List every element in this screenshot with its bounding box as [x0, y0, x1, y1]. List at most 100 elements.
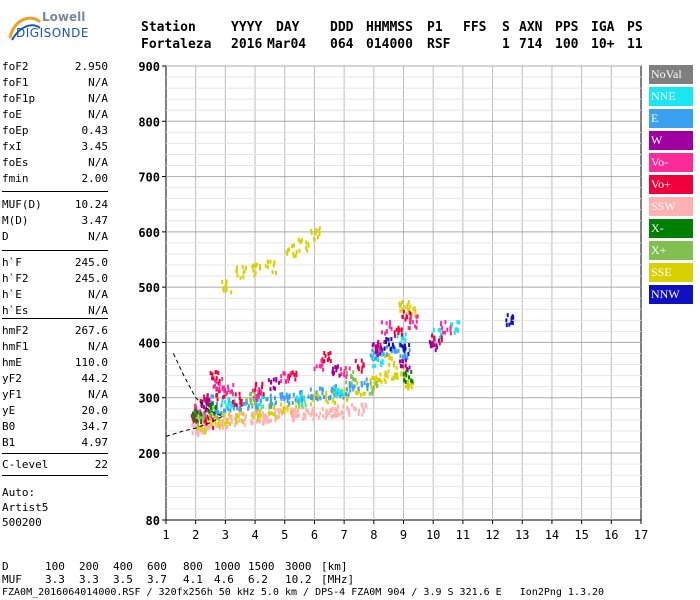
- data-point-vo: [395, 327, 398, 332]
- data-point-sse: [239, 275, 242, 280]
- data-point-sse: [271, 270, 274, 275]
- data-point-sse: [383, 377, 386, 382]
- data-point-e: [331, 386, 334, 391]
- data-point-vo: [203, 410, 206, 415]
- data-point-sse: [343, 387, 346, 392]
- data-point-sse: [299, 239, 302, 244]
- param-value: N/A: [88, 288, 108, 301]
- data-point-vo: [318, 364, 321, 369]
- data-point-sse: [404, 304, 407, 309]
- data-point-vo: [261, 385, 264, 390]
- data-point-sse: [380, 379, 383, 384]
- data-point-sse: [258, 263, 261, 268]
- data-point-e: [294, 397, 297, 402]
- data-point-vo: [329, 359, 332, 364]
- data-point-w: [338, 373, 341, 378]
- param-row: D N/A: [2, 230, 108, 246]
- data-point-vo: [398, 328, 401, 333]
- data-point-e: [301, 398, 304, 403]
- data-point-sse: [384, 354, 387, 359]
- data-point-e: [347, 392, 350, 397]
- data-point-ssw: [315, 412, 318, 417]
- data-point-e: [273, 396, 276, 401]
- data-point-nne: [336, 388, 339, 393]
- data-point-ssw: [278, 410, 281, 415]
- data-point-sse: [291, 244, 294, 249]
- data-point-sse: [258, 413, 261, 418]
- data-point-vo: [255, 393, 258, 398]
- header-label-1: YYYY: [231, 20, 263, 35]
- data-point-nne: [301, 402, 304, 407]
- data-point-sse: [402, 364, 405, 369]
- data-point-sse: [288, 247, 291, 252]
- data-point-vo: [233, 402, 236, 407]
- data-point-x: [196, 412, 199, 417]
- data-point-sse: [313, 393, 316, 398]
- data-point-nne: [225, 405, 228, 410]
- data-point-nne: [379, 360, 382, 365]
- data-point-nne: [376, 358, 379, 363]
- data-point-vo: [206, 393, 209, 398]
- distance-value: 1000: [214, 560, 241, 573]
- data-point-e: [270, 401, 273, 406]
- data-point-sse: [200, 427, 203, 432]
- x-tick-label: 11: [456, 528, 470, 542]
- data-point-vo: [321, 362, 324, 367]
- data-point-nne: [402, 336, 405, 341]
- data-point-e: [397, 348, 400, 353]
- data-point-x: [200, 418, 203, 423]
- data-point-x: [346, 370, 349, 375]
- legend-item-x: X-: [649, 219, 693, 238]
- data-point-e: [399, 354, 402, 359]
- header-value-1: 2016: [231, 37, 263, 52]
- data-point-sse: [412, 307, 415, 312]
- data-point-e: [323, 395, 326, 400]
- data-point-sse: [292, 243, 295, 248]
- data-point-ssw: [304, 415, 307, 420]
- data-point-vo: [393, 333, 396, 338]
- x-tick-label: 13: [515, 528, 529, 542]
- data-point-vo: [321, 357, 324, 362]
- data-point-ssw: [193, 424, 196, 429]
- legend-item-x: X+: [649, 241, 693, 260]
- data-point-e: [236, 403, 239, 408]
- data-point-sse: [303, 400, 306, 405]
- data-point-e: [214, 407, 217, 412]
- data-point-vo: [313, 367, 316, 372]
- data-point-sse: [325, 390, 328, 395]
- param-key: hmE: [2, 356, 22, 369]
- data-point-ssw: [305, 408, 308, 413]
- data-point-ssw: [264, 413, 267, 418]
- data-point-vo: [255, 396, 258, 401]
- param-value: N/A: [88, 156, 108, 169]
- data-point-ssw: [204, 423, 207, 428]
- data-point-vo: [294, 377, 297, 382]
- data-point-nnw: [399, 342, 402, 347]
- data-point-w: [408, 365, 411, 370]
- data-point-vo: [400, 332, 403, 337]
- data-point-vo: [361, 365, 364, 370]
- data-point-vo: [431, 333, 434, 338]
- data-point-sse: [300, 404, 303, 409]
- data-point-vo: [227, 388, 230, 393]
- data-point-ssw: [206, 425, 209, 430]
- auto-line: Artist5: [2, 501, 108, 517]
- data-point-x: [402, 372, 405, 377]
- data-point-vo: [390, 326, 393, 331]
- data-point-nnw: [389, 347, 392, 352]
- header-label-5: P1: [427, 20, 443, 35]
- data-point-vo: [441, 330, 444, 335]
- data-point-sse: [222, 288, 225, 293]
- data-point-w: [429, 344, 432, 349]
- distance-value: 400: [113, 560, 133, 573]
- data-point-vo: [354, 358, 357, 363]
- data-point-sse: [394, 373, 397, 378]
- muf-value: 3.7: [147, 573, 167, 586]
- data-point-ssw: [215, 424, 218, 429]
- data-point-sse: [375, 375, 378, 380]
- data-point-nne: [439, 335, 442, 340]
- data-point-vo: [377, 339, 380, 344]
- data-point-e: [348, 381, 351, 386]
- data-point-vo: [440, 335, 443, 340]
- data-point-nnw: [407, 351, 410, 356]
